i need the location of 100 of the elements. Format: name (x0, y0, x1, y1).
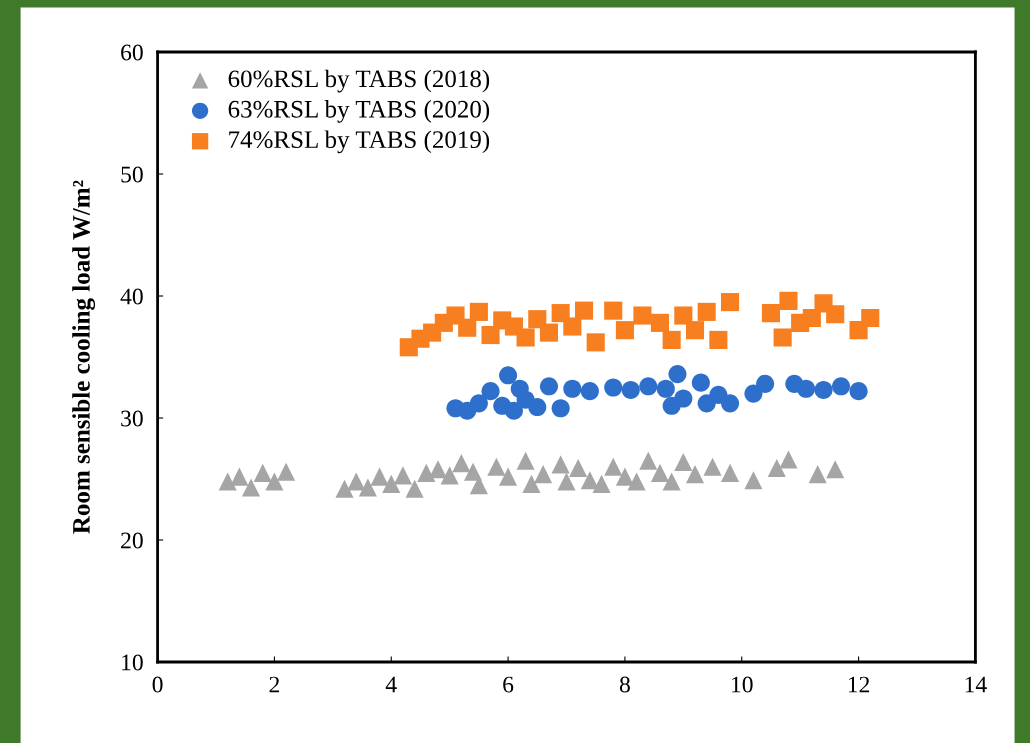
point (721, 394, 740, 413)
point (534, 465, 553, 484)
point (773, 328, 792, 347)
point (639, 377, 658, 396)
point (709, 330, 728, 349)
point (826, 460, 845, 479)
point (452, 454, 471, 473)
point (499, 467, 518, 486)
point (756, 374, 775, 393)
x-tick-label: 10 (732, 676, 753, 693)
x-tick-label: 0 (152, 676, 163, 693)
point (604, 301, 623, 320)
x-tick-label: 14 (965, 676, 987, 693)
point (691, 373, 710, 392)
x-tick-label: 8 (619, 676, 630, 693)
point (469, 302, 488, 321)
legend-label: 60%RSL by TABS (2018) (228, 69, 490, 93)
point (481, 326, 500, 345)
point (615, 467, 634, 486)
y-tick-label: 60 (121, 44, 143, 61)
point (551, 455, 570, 474)
point (697, 302, 716, 321)
y-tick-label: 30 (121, 410, 143, 427)
point (382, 474, 401, 493)
point (761, 304, 781, 323)
point (463, 462, 483, 481)
point (674, 306, 693, 325)
point (504, 401, 523, 420)
point (685, 465, 705, 484)
point (528, 310, 547, 329)
point (621, 380, 640, 400)
point (832, 377, 851, 396)
point (440, 466, 459, 485)
point (265, 472, 284, 491)
point (604, 378, 623, 397)
point (662, 330, 681, 349)
point (528, 397, 547, 417)
point (458, 318, 477, 337)
point (861, 308, 880, 328)
point (469, 394, 488, 413)
point (539, 323, 559, 342)
point (499, 366, 518, 385)
point (347, 472, 366, 491)
point (405, 479, 424, 498)
point (277, 462, 296, 481)
y-tick-label: 40 (120, 288, 143, 305)
point (586, 333, 605, 352)
point (580, 382, 599, 401)
y-axis-title: Room sensible cooling load W/m² (72, 180, 96, 534)
point (428, 460, 448, 479)
point (662, 472, 681, 491)
point (253, 463, 272, 482)
point (703, 457, 722, 476)
point (767, 458, 786, 478)
point (370, 467, 389, 486)
point (335, 479, 354, 498)
point (674, 389, 693, 408)
x-tick-label: 12 (848, 676, 870, 693)
point (487, 457, 506, 476)
legend-label: 74%RSL by TABS (2019) (229, 130, 490, 154)
point (849, 382, 868, 401)
point (592, 474, 611, 493)
legend-label: 63%RSL by TABS (2020) (228, 100, 490, 123)
point (650, 463, 670, 482)
x-tick-label: 4 (385, 676, 397, 693)
point (668, 365, 687, 384)
y-tick-label: 10 (122, 654, 143, 671)
point (796, 379, 816, 398)
point (580, 471, 599, 490)
x-tick-label: 6 (503, 676, 514, 693)
point (218, 472, 237, 491)
point (814, 380, 833, 400)
point (242, 478, 261, 497)
point (802, 308, 821, 328)
point (393, 466, 412, 485)
point (674, 452, 693, 471)
point (563, 317, 582, 336)
point (516, 451, 535, 470)
point (639, 451, 658, 470)
y-tick-label: 20 (121, 532, 143, 549)
point (721, 463, 740, 482)
point (779, 450, 798, 469)
point (627, 472, 646, 491)
point (779, 291, 798, 310)
point (574, 301, 594, 320)
point (826, 305, 845, 324)
point (417, 463, 436, 482)
point (656, 379, 675, 398)
point (230, 467, 249, 486)
point (808, 465, 827, 484)
point (358, 478, 377, 497)
point (685, 321, 705, 340)
y-tick-label: 50 (121, 166, 143, 183)
x-tick-label: 2 (269, 676, 280, 693)
point (615, 321, 634, 340)
point (744, 471, 763, 490)
point (721, 293, 740, 312)
point (557, 472, 576, 491)
point (539, 377, 559, 396)
point (650, 313, 670, 332)
